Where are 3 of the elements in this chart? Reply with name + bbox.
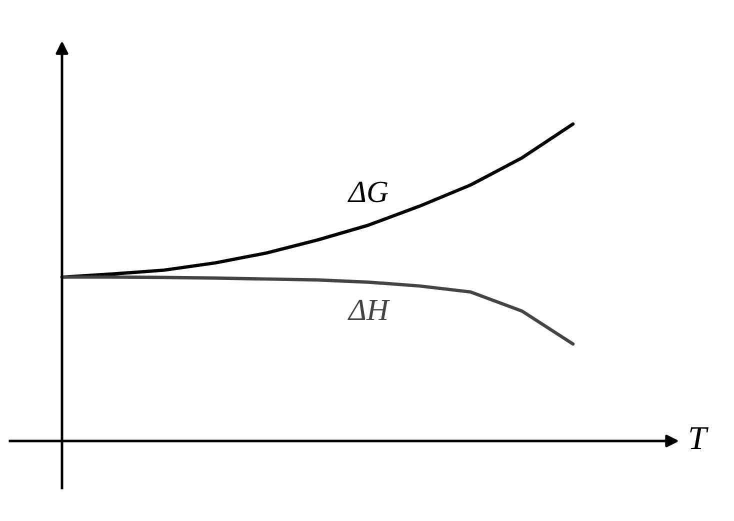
x-axis-title: T — [690, 427, 709, 450]
series-label: ΔH — [348, 300, 390, 320]
series-label: ΔG — [348, 182, 388, 202]
